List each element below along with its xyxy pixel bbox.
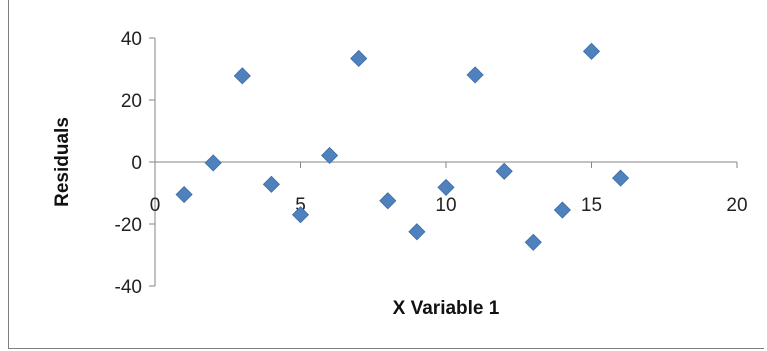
x-tick-label: 20: [726, 195, 747, 216]
data-point: [524, 233, 542, 251]
data-point: [582, 42, 601, 60]
data-points: [175, 42, 630, 251]
x-tick-label: 10: [435, 195, 456, 216]
y-axis-title: Residuals: [52, 117, 73, 207]
data-point: [553, 201, 571, 219]
data-point: [612, 169, 630, 187]
y-tick-label: 20: [121, 91, 142, 112]
data-point: [321, 146, 339, 165]
x-axis: 0 5 10 15 20: [150, 161, 748, 216]
y-tick-label: -40: [115, 277, 142, 298]
data-point: [350, 49, 368, 68]
data-point: [175, 185, 193, 204]
y-tick-label: 40: [121, 29, 142, 50]
data-point: [408, 223, 426, 241]
y-tick-label: 0: [131, 153, 142, 174]
x-axis-title: X Variable 1: [393, 298, 500, 319]
y-tick-label: -20: [115, 215, 142, 236]
x-tick-label: 5: [295, 195, 306, 216]
data-point: [379, 192, 397, 210]
data-point: [291, 206, 310, 224]
x-tick-label: 0: [150, 195, 161, 216]
data-point: [204, 154, 222, 172]
x-tick-label: 15: [581, 195, 602, 216]
data-point: [495, 162, 513, 180]
y-axis: -40 -20 0 20 40: [115, 29, 156, 298]
data-point: [437, 178, 455, 196]
chart-frame: [8, 0, 764, 349]
data-point: [233, 67, 251, 85]
data-point: [262, 175, 280, 193]
data-point: [466, 66, 484, 84]
